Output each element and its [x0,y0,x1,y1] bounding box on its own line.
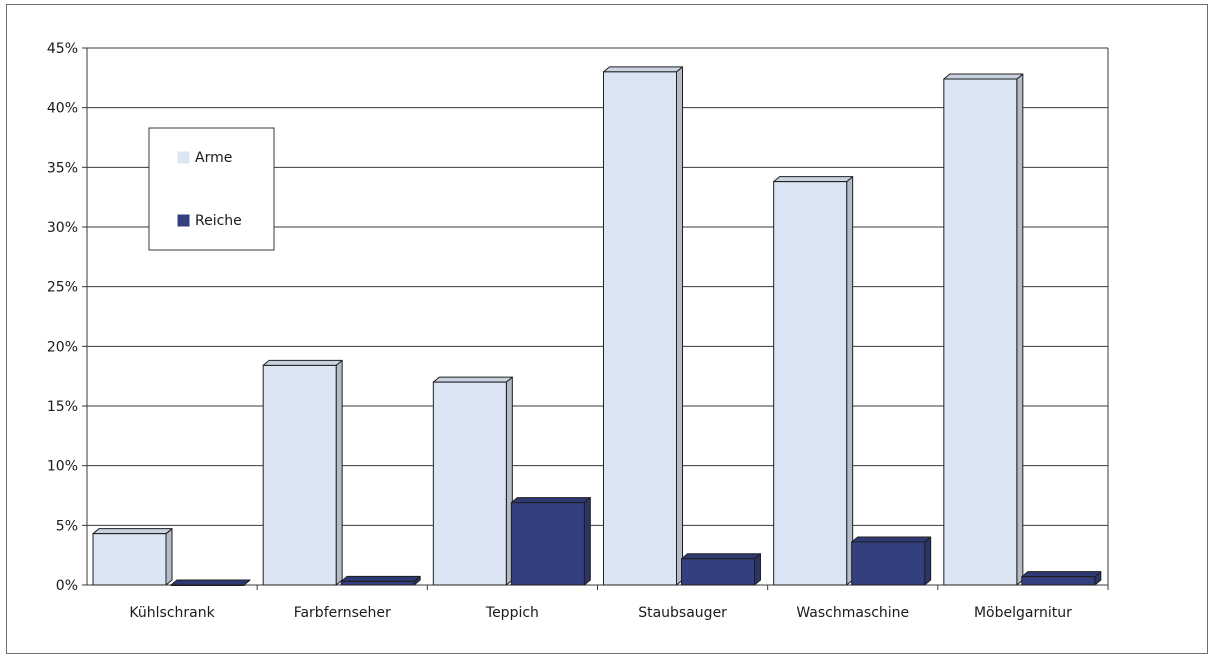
bar-top [1021,571,1102,578]
bar-arme-3 [603,71,677,586]
bar-top [603,66,683,73]
bar-side [1016,73,1024,586]
tick-labels: 0% 5% 10% 15% 20% 25% 30% 35% 40% 45% Kühlschrank F… [47,41,1072,621]
bar-reiche-1 [340,580,415,586]
bar-top [262,359,343,366]
x-tick-label: Möbelgarnitur [974,605,1072,621]
bar-top [681,553,761,560]
bar-top [432,376,513,383]
y-tick-label: 30% [47,220,78,236]
legend: Arme Reiche [148,127,275,251]
bar-arme-5 [943,78,1018,586]
bar-side [676,66,683,586]
x-tick-label: Waschmaschine [796,605,909,621]
x-tick-label: Teppich [485,605,539,621]
legend-label-arme: Arme [195,150,232,166]
bar-top [851,536,932,543]
y-tick-label: 10% [47,459,78,475]
legend-box [148,127,275,251]
bar-side [583,497,591,586]
bar-reiche-3 [681,558,755,586]
x-tick-label: Farbfernseher [294,605,391,621]
bar-reiche-4 [851,541,926,586]
bar-top [510,497,591,504]
y-tick-label: 25% [47,280,78,296]
y-tick-label: 5% [56,518,78,534]
bar-arme-2 [432,381,507,586]
bar-side [335,359,343,586]
y-tick-label: 15% [47,399,78,415]
bar-arme-0 [92,533,167,586]
y-tick-label: 20% [47,339,78,355]
legend-label-reiche: Reiche [195,213,242,229]
axes [82,47,1109,590]
y-tick-label: 40% [47,101,78,117]
bar-side [165,528,173,586]
bar-side [924,536,932,586]
y-tick-label: 35% [47,160,78,176]
bar-reiche-5 [1021,576,1096,586]
x-tick-label: Staubsauger [638,605,727,621]
x-tick-label: Kühlschrank [129,605,215,621]
bar-side [846,176,854,586]
bar-reiche-2 [510,502,585,586]
y-tick-label: 0% [56,578,78,594]
legend-swatch-reiche [177,214,190,227]
y-tick-label: 45% [47,41,78,57]
bar-top [170,579,251,586]
bar-top [92,528,173,535]
bars [92,66,1102,586]
bar-top [773,176,854,183]
legend-swatch-arme [177,151,190,164]
bar-top [943,73,1024,80]
bar-top [340,575,421,582]
bar-reiche-0 [170,584,245,586]
bar-arme-4 [773,181,848,586]
bar-arme-1 [262,364,337,586]
